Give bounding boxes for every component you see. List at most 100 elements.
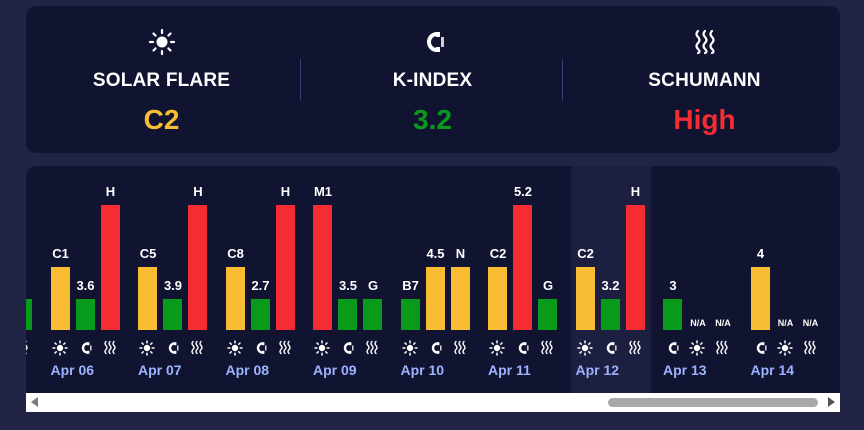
day-date-label: Apr 14 (750, 362, 795, 378)
schumann-bar[interactable] (100, 205, 120, 330)
k-index-bar[interactable] (26, 299, 32, 330)
day-date-label: Apr 07 (138, 362, 182, 378)
bar-value-label: H (280, 184, 291, 199)
sun-icon (776, 340, 794, 356)
magnet-icon (751, 340, 769, 356)
bar-value-label: C2 (577, 246, 594, 261)
magnet-icon (663, 340, 681, 356)
solar-flare-bar[interactable] (138, 267, 157, 330)
metric-value: C2 (143, 104, 180, 135)
bar-value-label: M1 (313, 184, 333, 199)
magnet-icon (76, 340, 94, 356)
solar-flare-bar[interactable] (750, 267, 770, 330)
waves-icon (26, 340, 31, 356)
scroll-right-arrow-icon[interactable] (828, 397, 835, 407)
day-date-label: Apr 08 (225, 362, 270, 378)
magnet-icon (297, 28, 568, 56)
daily-forecast-chart[interactable]: C1 3.6 H Apr 06 C5 3.9 H Apr 07 C8 2.7 H Apr 08 M1 3.… (26, 166, 840, 393)
solar-flare-bar[interactable] (575, 267, 595, 330)
k-index-bar[interactable] (663, 299, 682, 330)
waves-icon (538, 340, 556, 356)
waves-icon (188, 340, 206, 356)
day-date-label: Apr 06 (50, 362, 95, 378)
sun-icon (51, 340, 69, 356)
bar-value-label: 4.5 (426, 246, 445, 261)
bar-value-label: H (630, 184, 641, 199)
metric-label: K-INDEX (392, 70, 473, 91)
na-label: N/A (802, 318, 819, 328)
sun-icon (313, 340, 331, 356)
divider (562, 59, 563, 100)
metric-value: High (673, 104, 736, 135)
bar-value-label: 2.7 (251, 278, 270, 293)
k-index-bar[interactable] (600, 299, 620, 330)
bar-value-label: 3.2 (601, 278, 620, 293)
solar-flare-bar[interactable] (225, 267, 245, 330)
waves-icon (363, 340, 381, 356)
magnet-icon (163, 340, 181, 356)
bar-value-label: H (105, 184, 116, 199)
divider (300, 59, 301, 100)
solar-flare-bar[interactable] (450, 267, 470, 330)
bar-value-label: 3 (669, 278, 677, 293)
bar-value-label: 3.9 (163, 278, 183, 293)
k-index-bar[interactable] (163, 299, 182, 330)
waves-icon (569, 28, 840, 56)
day-date-label: Apr 11 (488, 362, 531, 378)
day-date-label: Apr 09 (313, 362, 357, 378)
waves-icon (451, 340, 469, 356)
metric-schumann: SCHUMANN High (569, 6, 840, 153)
bar-value-label: C2 (489, 246, 507, 261)
sun-icon (226, 340, 244, 356)
bar-value-label: C8 (227, 246, 244, 261)
bar-value-label: G (367, 278, 379, 293)
schumann-bar[interactable] (275, 205, 295, 330)
horizontal-scrollbar[interactable] (26, 393, 840, 412)
metric-label: SOLAR FLARE (92, 70, 231, 91)
bar-value-label: 3.5 (338, 278, 358, 293)
metric-label: SCHUMANN (648, 70, 761, 91)
bar-value-label: C5 (139, 246, 157, 261)
solar-flare-bar[interactable] (50, 267, 70, 330)
solar-flare-bar[interactable] (488, 267, 507, 330)
bar-value-label: 3.6 (76, 278, 95, 293)
magnet-icon (338, 340, 356, 356)
na-label: N/A (690, 318, 706, 328)
k-index-bar[interactable] (400, 299, 420, 330)
bar-value-label: 4 (756, 246, 765, 261)
waves-icon (101, 340, 119, 356)
k-index-bar[interactable] (75, 299, 95, 330)
schumann-bar[interactable] (625, 205, 645, 330)
sun-icon (688, 340, 706, 356)
magnet-icon (513, 340, 531, 356)
waves-icon (276, 340, 294, 356)
bar-value-label: G (542, 278, 554, 293)
solar-flare-bar[interactable] (425, 267, 445, 330)
magnet-icon (251, 340, 269, 356)
sun-icon (488, 340, 506, 356)
k-index-bar[interactable] (538, 299, 557, 330)
bar-value-label: N (455, 246, 466, 261)
scroll-thumb[interactable] (608, 398, 818, 407)
k-index-bar[interactable] (250, 299, 270, 330)
metric-solar-flare: SOLAR FLARE C2 (26, 6, 297, 153)
na-label: N/A (777, 318, 794, 328)
sun-icon (576, 340, 594, 356)
k-index-bar[interactable] (338, 299, 357, 330)
waves-icon (626, 340, 644, 356)
schumann-bar[interactable] (188, 205, 207, 330)
scroll-left-arrow-icon[interactable] (31, 397, 38, 407)
solar-flare-bar[interactable] (313, 205, 332, 330)
na-label: N/A (715, 318, 731, 328)
k-index-bar[interactable] (363, 299, 382, 330)
day-date-label: Apr 10 (400, 362, 445, 378)
day-date-label: Apr 13 (663, 362, 707, 378)
bar-value-label: C1 (52, 246, 69, 261)
sun-icon (26, 28, 297, 56)
waves-icon (801, 340, 819, 356)
metric-k-index: K-INDEX 3.2 (297, 6, 568, 153)
schumann-bar[interactable] (513, 205, 532, 330)
magnet-icon (601, 340, 619, 356)
bar-value-label: B7 (402, 278, 419, 293)
space-weather-summary: SOLAR FLARE C2 K-INDEX 3.2 SCHU (26, 6, 840, 153)
